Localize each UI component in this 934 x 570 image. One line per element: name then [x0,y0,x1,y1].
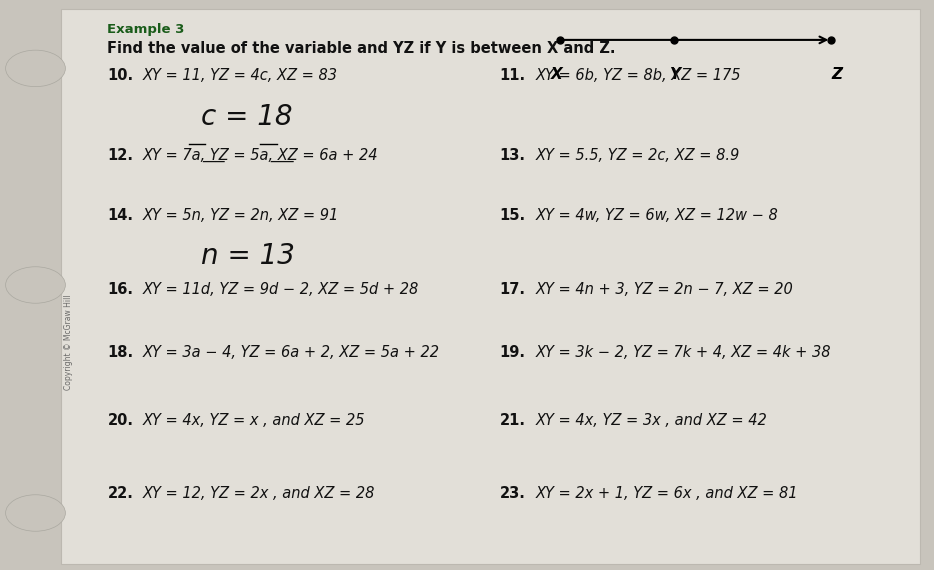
Text: Find the value of the variable and YZ if Y is between X and Z.: Find the value of the variable and YZ if… [107,41,616,56]
Text: 20.: 20. [107,413,134,428]
Text: X: X [551,67,562,82]
Text: Copyright © McGraw Hill: Copyright © McGraw Hill [64,294,73,390]
Text: XY = 6b, YZ = 8b, XZ = 175: XY = 6b, YZ = 8b, XZ = 175 [535,68,741,83]
Text: 14.: 14. [107,208,134,223]
Text: Y: Y [669,67,680,82]
Text: 15.: 15. [500,208,526,223]
Text: 19.: 19. [500,345,526,360]
Text: 22.: 22. [107,486,134,500]
Text: 21.: 21. [500,413,526,428]
Text: 17.: 17. [500,282,526,297]
Text: 10.: 10. [107,68,134,83]
Text: 18.: 18. [107,345,134,360]
Text: 12.: 12. [107,148,134,163]
Text: XY = 4x, YZ = 3x , and XZ = 42: XY = 4x, YZ = 3x , and XZ = 42 [535,413,767,428]
Text: 23.: 23. [500,486,526,500]
FancyBboxPatch shape [61,9,920,564]
Text: 13.: 13. [500,148,526,163]
Text: XY = 12, YZ = 2x , and XZ = 28: XY = 12, YZ = 2x , and XZ = 28 [143,486,375,500]
Text: 11.: 11. [500,68,526,83]
Circle shape [6,267,65,303]
Text: XY = 3a − 4, YZ = 6a + 2, XZ = 5a + 22: XY = 3a − 4, YZ = 6a + 2, XZ = 5a + 22 [143,345,440,360]
Text: XY = 11, YZ = 4c, XZ = 83: XY = 11, YZ = 4c, XZ = 83 [143,68,338,83]
Text: XY = 2x + 1, YZ = 6x , and XZ = 81: XY = 2x + 1, YZ = 6x , and XZ = 81 [535,486,798,500]
Text: XY = 11d, YZ = 9d − 2, XZ = 5d + 28: XY = 11d, YZ = 9d − 2, XZ = 5d + 28 [143,282,419,297]
Text: Example 3: Example 3 [107,23,185,36]
Text: XY = 4x, YZ = x , and XZ = 25: XY = 4x, YZ = x , and XZ = 25 [143,413,365,428]
Text: n = 13: n = 13 [201,242,295,270]
Text: XY = 7a, ͟Y͟Z = 5a, ͟X͟Z = 6a + 24: XY = 7a, ͟Y͟Z = 5a, ͟X͟Z = 6a + 24 [143,148,378,163]
Text: XY = 3k − 2, YZ = 7k + 4, XZ = 4k + 38: XY = 3k − 2, YZ = 7k + 4, XZ = 4k + 38 [535,345,830,360]
Circle shape [6,50,65,87]
Circle shape [6,495,65,531]
Text: XY = 5.5, YZ = 2c, XZ = 8.9: XY = 5.5, YZ = 2c, XZ = 8.9 [535,148,740,163]
Text: 16.: 16. [107,282,134,297]
Text: XY = 5n, YZ = 2n, XZ = 91: XY = 5n, YZ = 2n, XZ = 91 [143,208,339,223]
Text: XY = 4w, YZ = 6w, XZ = 12w − 8: XY = 4w, YZ = 6w, XZ = 12w − 8 [535,208,778,223]
Text: Z: Z [831,67,842,82]
Text: XY = 4n + 3, YZ = 2n − 7, XZ = 20: XY = 4n + 3, YZ = 2n − 7, XZ = 20 [535,282,793,297]
Text: c = 18: c = 18 [201,103,292,131]
